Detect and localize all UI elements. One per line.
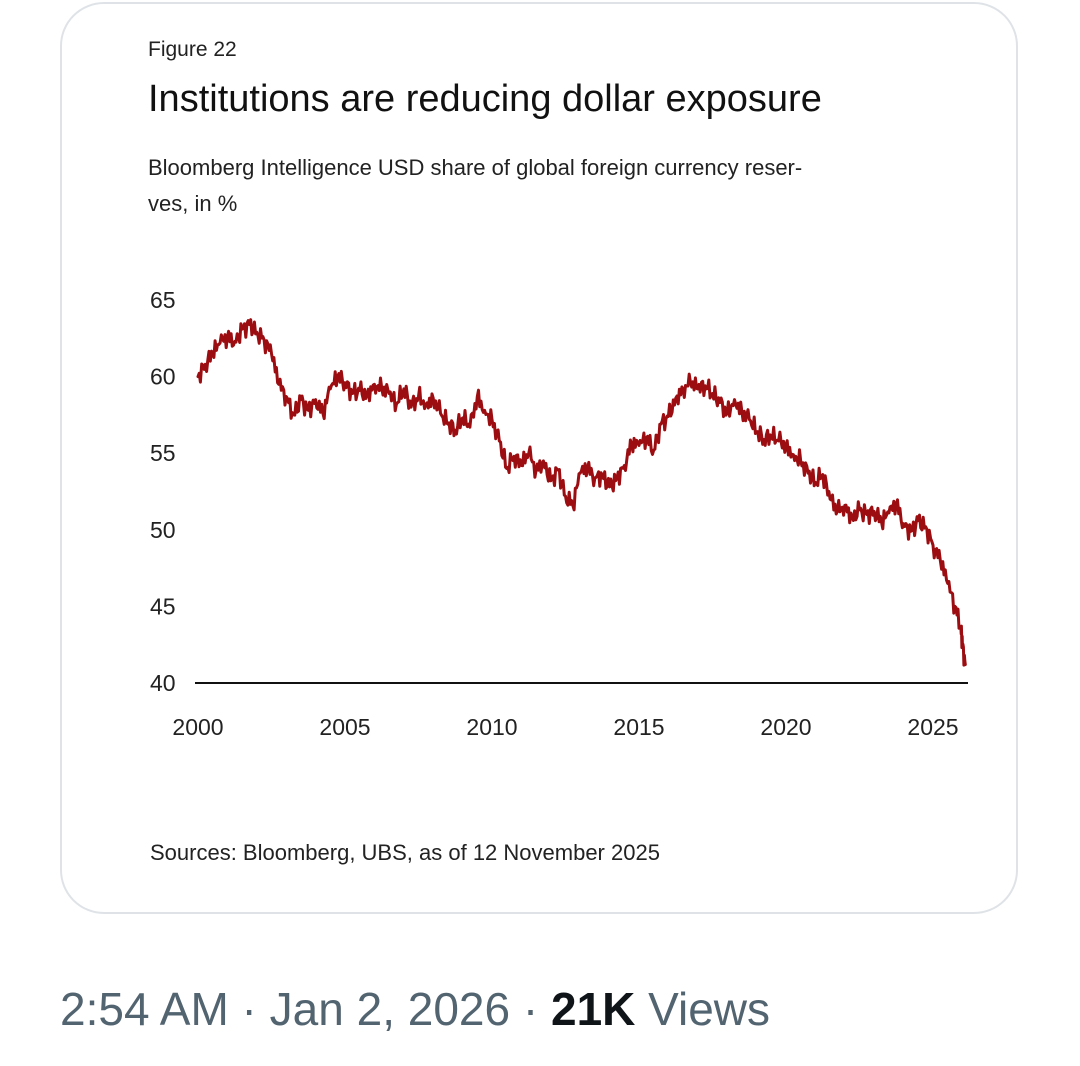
figure-subtitle-line-2: ves, in %: [148, 191, 238, 216]
tweet-time-link[interactable]: 2:54 AM: [60, 983, 229, 1035]
y-tick-label: 40: [150, 670, 176, 696]
y-tick-label: 50: [150, 517, 176, 543]
x-tick-label: 2000: [172, 714, 223, 740]
x-tick-label: 2025: [907, 714, 958, 740]
y-tick-label: 55: [150, 440, 176, 466]
series-line-usd-share: [196, 318, 967, 667]
y-axis-ticks: 40 45 50 55 60 65: [150, 287, 176, 696]
x-tick-label: 2020: [760, 714, 811, 740]
y-tick-label: 60: [150, 364, 176, 390]
views-label: Views: [635, 983, 771, 1035]
tweet-meta: 2:54 AM · Jan 2, 2026 · 21K Views: [60, 982, 770, 1036]
x-axis-ticks: 2000 2005 2010 2015 2020 2025: [172, 714, 958, 740]
line-chart: 40 45 50 55 60 65 2000 2005 2010 2015 2020 2025: [150, 287, 968, 740]
y-tick-label: 45: [150, 593, 176, 619]
views-count[interactable]: 21K: [550, 983, 636, 1035]
x-tick-label: 2015: [613, 714, 664, 740]
figure-title: Institutions are reducing dollar exposur…: [148, 78, 822, 120]
x-tick-label: 2010: [466, 714, 517, 740]
figure-subtitle-line-1: Bloomberg Intelligence USD share of glob…: [148, 155, 803, 180]
figure-source: Sources: Bloomberg, UBS, as of 12 Novemb…: [150, 840, 660, 865]
figure-label: Figure 22: [148, 38, 237, 61]
meta-separator: ·: [510, 983, 551, 1035]
meta-separator: ·: [228, 983, 270, 1035]
chart-card[interactable]: Figure 22 Institutions are reducing doll…: [60, 2, 1018, 914]
x-tick-label: 2005: [319, 714, 370, 740]
figure-subtitle: Bloomberg Intelligence USD share of glob…: [148, 150, 968, 222]
y-tick-label: 65: [150, 287, 176, 313]
tweet-date-link[interactable]: Jan 2, 2026: [269, 983, 511, 1035]
